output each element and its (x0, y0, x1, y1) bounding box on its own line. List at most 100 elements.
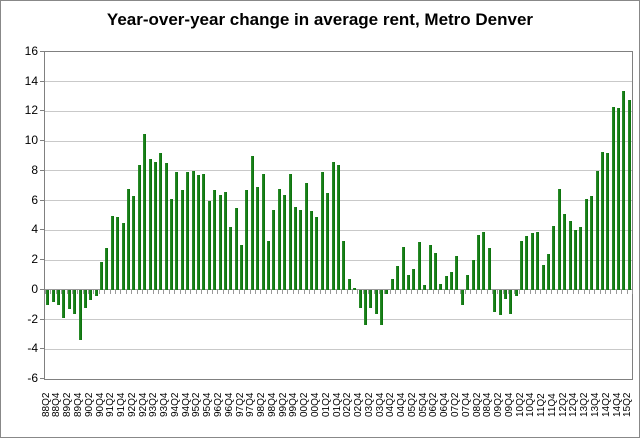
bar (320, 172, 324, 290)
bar (272, 209, 276, 290)
bar (401, 246, 405, 290)
x-axis-tick (45, 289, 46, 294)
x-axis-tick (77, 289, 79, 294)
x-axis-tick (443, 289, 445, 294)
bar (105, 248, 109, 290)
bar (164, 163, 168, 290)
y-axis-tick (40, 288, 44, 290)
bar (73, 289, 77, 314)
bar (121, 222, 125, 290)
x-axis-tick (136, 289, 138, 294)
bar (385, 289, 389, 295)
x-axis-tick (518, 289, 520, 294)
x-axis-tick (351, 289, 353, 294)
x-axis-tick (470, 289, 472, 294)
x-axis-tick (131, 289, 133, 294)
x-axis-tick (491, 289, 493, 294)
x-axis-tick (524, 289, 526, 294)
x-axis-tick (292, 289, 294, 294)
zero-gridline (45, 289, 632, 291)
x-axis-tick (158, 289, 160, 294)
y-axis-label: -2 (27, 311, 38, 326)
x-axis-tick (185, 289, 187, 294)
bar (266, 240, 270, 290)
y-axis-tick (40, 110, 44, 112)
x-axis-tick (346, 289, 348, 294)
x-axis-tick (588, 289, 590, 294)
bar (342, 240, 346, 290)
bar (223, 191, 227, 290)
bar (234, 208, 238, 290)
y-axis-tick (40, 51, 44, 52)
bar (110, 215, 114, 290)
bar (552, 225, 556, 290)
y-axis-label: 0 (31, 281, 38, 296)
x-axis-tick (610, 289, 612, 294)
bar (283, 194, 287, 290)
bar (202, 173, 206, 290)
bar (256, 187, 260, 290)
bar (229, 227, 233, 290)
bar (374, 289, 378, 314)
y-axis-label: 2 (31, 252, 38, 267)
bar (245, 190, 249, 290)
y-axis-tick (40, 140, 44, 142)
x-axis-tick (109, 289, 111, 294)
bar (159, 153, 163, 290)
y-axis-label: 6 (31, 192, 38, 207)
x-axis-tick (567, 289, 569, 294)
y-axis-tick (40, 80, 44, 82)
bar (62, 289, 66, 319)
x-axis-tick (66, 289, 68, 294)
bar (218, 194, 222, 290)
x-axis-tick (535, 289, 537, 294)
x-axis-tick (594, 289, 596, 294)
x-axis-tick (362, 289, 364, 294)
bar (487, 248, 491, 290)
bar (56, 289, 60, 305)
x-axis-tick (260, 289, 262, 294)
bar (514, 289, 518, 296)
x-axis-tick (168, 289, 170, 294)
bar (207, 200, 211, 290)
bar (293, 206, 297, 290)
x-axis-tick (626, 289, 628, 294)
bar (261, 173, 265, 290)
bar (520, 240, 524, 290)
bar (536, 231, 540, 290)
x-axis-tick (206, 289, 208, 294)
x-axis-tick (271, 289, 273, 294)
bar (170, 199, 174, 290)
x-axis-tick (481, 289, 483, 294)
x-axis-tick (88, 289, 90, 294)
x-axis-tick (465, 289, 467, 294)
x-axis-tick (599, 289, 601, 294)
x-axis-tick (163, 289, 165, 294)
x-axis-tick (228, 289, 230, 294)
x-axis-tick (368, 289, 370, 294)
x-axis-tick (427, 289, 429, 294)
x-axis-tick (238, 289, 240, 294)
x-axis-tick (578, 289, 580, 294)
bar (498, 289, 502, 316)
bar (622, 90, 626, 290)
y-gridline (45, 319, 632, 321)
x-axis-tick (152, 289, 154, 294)
x-axis-label: 07Q4 (460, 392, 472, 417)
bar (288, 173, 292, 290)
x-axis-tick (572, 289, 574, 294)
bar (568, 221, 572, 290)
x-axis-tick (190, 289, 192, 294)
bar (180, 190, 184, 290)
x-axis-tick (513, 289, 515, 294)
bar (363, 289, 367, 326)
bar (299, 209, 303, 290)
x-axis-tick (265, 289, 267, 294)
x-axis-tick (147, 289, 149, 294)
bar (358, 289, 362, 308)
bar (563, 214, 567, 290)
y-axis-label: -6 (27, 371, 38, 385)
x-axis-tick (303, 289, 305, 294)
bar (186, 172, 190, 290)
bar (191, 170, 195, 290)
